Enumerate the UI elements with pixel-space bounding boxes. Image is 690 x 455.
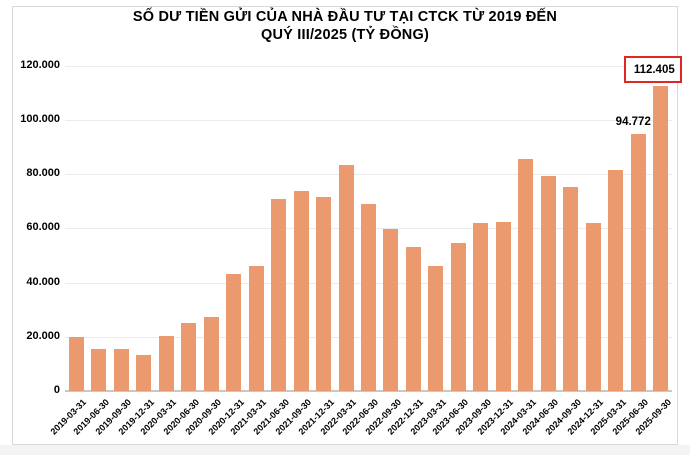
gridline-80.000 xyxy=(65,174,672,175)
bar-2024-03-31 xyxy=(518,158,534,391)
bar-2022-06-30 xyxy=(361,204,376,391)
y-axis-tick-label: 0 xyxy=(53,384,60,396)
bar-2022-12-31 xyxy=(405,247,421,391)
data-label-2025-09-30: 112.405 xyxy=(623,56,682,84)
bar-2019-03-31 xyxy=(68,336,84,391)
chart-title-line1: SỐ DƯ TIỀN GỬI CỦA NHÀ ĐẦU TƯ TẠI CTCK T… xyxy=(132,9,558,25)
bar-2020-06-30 xyxy=(181,322,197,391)
y-axis-tick-label: 20.000 xyxy=(26,329,60,342)
chart-title: SỐ DƯ TIỀN GỬI CỦA NHÀ ĐẦU TƯ TẠI CTCK T… xyxy=(12,9,678,44)
bar-2024-06-30 xyxy=(540,175,556,391)
bar-2021-03-31 xyxy=(248,265,264,391)
bar-2021-09-30 xyxy=(293,191,309,391)
x-axis-line xyxy=(65,390,672,392)
y-axis-tick-label: 120.000 xyxy=(20,58,60,71)
bar-2019-09-30 xyxy=(113,348,129,391)
bar-2024-12-31 xyxy=(585,222,601,391)
y-axis-tick-label: 80.000 xyxy=(26,167,60,179)
bar-2023-12-31 xyxy=(495,222,511,391)
bar-2020-09-30 xyxy=(203,317,219,391)
bar-2025-06-30 xyxy=(630,133,646,391)
bar-2020-03-31 xyxy=(158,336,174,391)
bar-2019-06-30 xyxy=(91,349,107,391)
bar-2025-03-31 xyxy=(608,169,624,391)
chart-title-line2: QUÝ III/2025 (TỶ ĐỒNG) xyxy=(261,26,429,43)
bar-2024-09-30 xyxy=(563,187,579,391)
page-bottom-band xyxy=(0,445,690,455)
data-label-2025-06-30: 94.772 xyxy=(615,115,651,128)
y-axis-tick-label: 40.000 xyxy=(26,275,60,288)
gridline-100.000 xyxy=(65,119,672,121)
bar-2023-03-31 xyxy=(428,265,444,391)
bar-2023-06-30 xyxy=(450,242,466,391)
y-axis-tick-label: 100.000 xyxy=(20,112,60,125)
bar-2021-06-30 xyxy=(271,199,287,391)
y-axis-tick-label: 60.000 xyxy=(26,221,60,234)
bar-2023-09-30 xyxy=(473,223,489,391)
bar-2020-12-31 xyxy=(226,273,242,391)
bar-2021-12-31 xyxy=(316,196,332,391)
bar-2025-09-30 xyxy=(653,86,669,391)
bar-2019-12-31 xyxy=(136,354,152,391)
gridline-120.000 xyxy=(65,65,672,67)
bar-2022-09-30 xyxy=(383,228,399,391)
bar-2022-03-31 xyxy=(338,165,354,391)
